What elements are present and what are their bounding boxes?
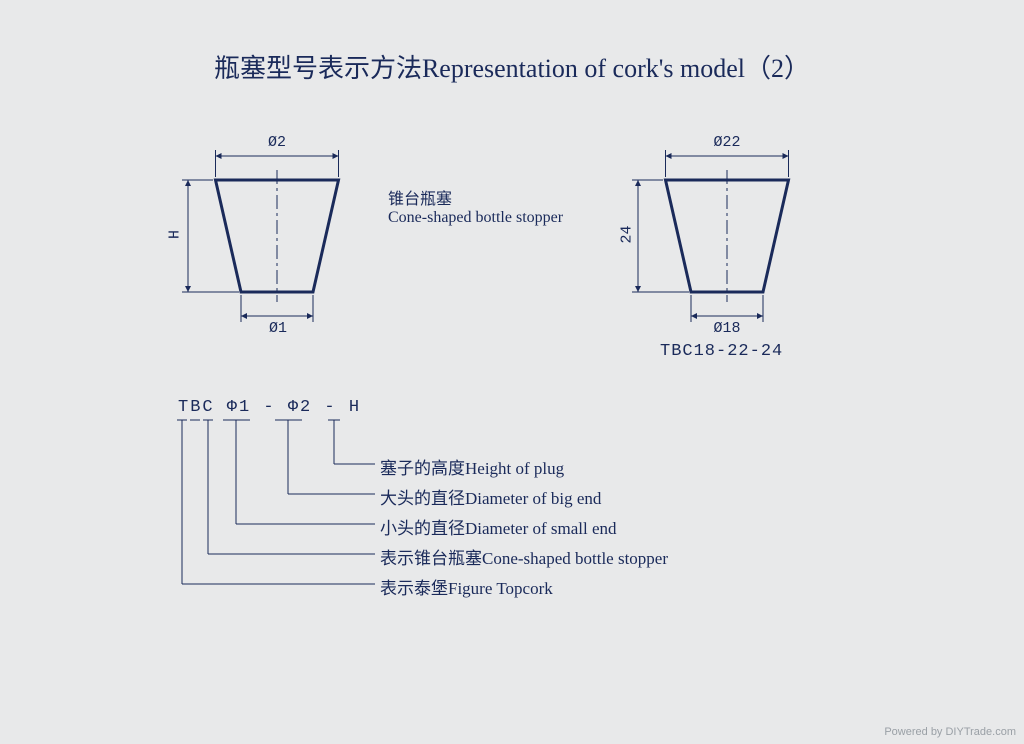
right-top-dim: Ø22 (702, 134, 752, 151)
legend-lines (177, 420, 375, 584)
legend-row-1: 塞子的高度Height of plug (380, 454, 564, 479)
right-height-dim: 24 (619, 221, 636, 249)
legend-row-2: 大头的直径Diameter of big end (380, 484, 601, 509)
legend-row-4-cn: 表示锥台瓶塞 (380, 549, 482, 568)
diagram-canvas (0, 0, 1024, 744)
annot-en: Cone-shaped bottle stopper (388, 209, 563, 227)
legend-row-2-en: Diameter of big end (465, 489, 601, 508)
legend-row-5-en: Figure Topcork (448, 579, 553, 598)
left-trapezoid-group (182, 150, 339, 322)
watermark: Powered by DIYTrade.com (884, 726, 1016, 738)
cone-stopper-annot: 锥台瓶塞 Cone-shaped bottle stopper (388, 185, 563, 227)
legend-row-3-en: Diameter of small end (465, 519, 617, 538)
legend-row-3-cn: 小头的直径 (380, 519, 465, 538)
legend-row-1-cn: 塞子的高度 (380, 459, 465, 478)
legend-row-3: 小头的直径Diameter of small end (380, 514, 617, 539)
left-height-dim: H (167, 225, 184, 245)
legend-row-2-cn: 大头的直径 (380, 489, 465, 508)
legend-row-4-en: Cone-shaped bottle stopper (482, 549, 668, 568)
left-top-dim: Ø2 (255, 134, 299, 151)
legend-row-5: 表示泰堡Figure Topcork (380, 574, 553, 599)
right-bottom-dim: Ø18 (702, 320, 752, 337)
legend-row-1-en: Height of plug (465, 459, 564, 478)
left-bottom-dim: Ø1 (258, 320, 298, 337)
legend-row-5-cn: 表示泰堡 (380, 579, 448, 598)
legend-row-4: 表示锥台瓶塞Cone-shaped bottle stopper (380, 544, 668, 569)
legend-formula: TBC Φ1 - Φ2 - H (178, 398, 361, 417)
annot-cn: 锥台瓶塞 (388, 185, 563, 209)
right-trapezoid-group (632, 150, 789, 322)
right-model-code: TBC18-22-24 (660, 342, 783, 361)
